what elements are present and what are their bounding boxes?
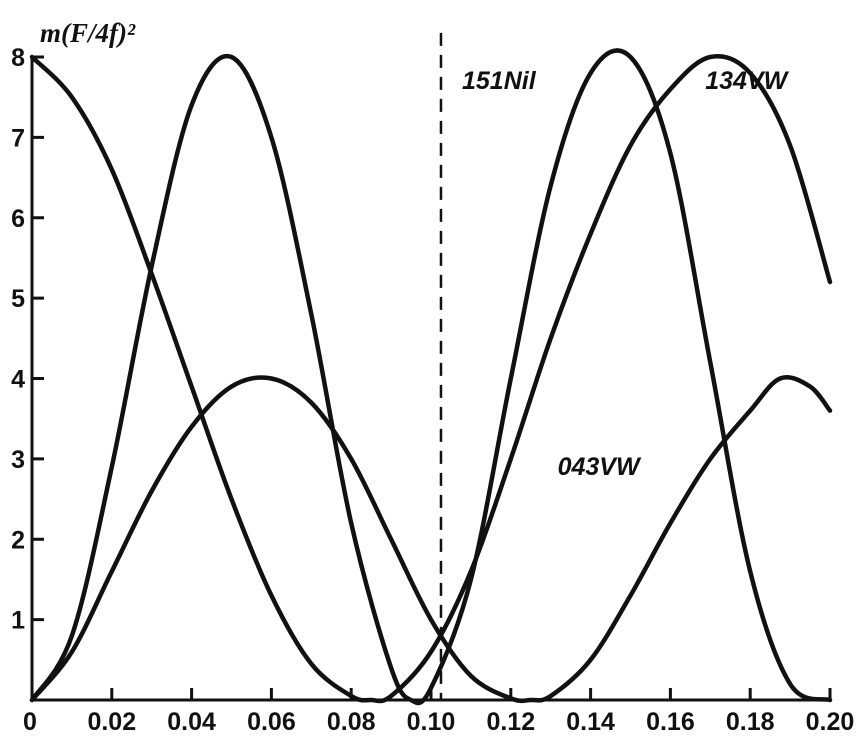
- curve-annotation: 151Nil: [462, 67, 537, 95]
- x-tick-label: 0.20: [806, 708, 855, 736]
- x-tick-label: 0.18: [726, 708, 775, 736]
- y-tick-label: 8: [11, 44, 25, 72]
- curve-annotation: 043VW: [558, 453, 642, 481]
- x-tick-label: 0.14: [566, 708, 615, 736]
- axes: [30, 57, 830, 702]
- y-axis-title: m(F/4f)²: [40, 18, 136, 48]
- curves: [29, 32, 833, 706]
- x-tick-label: 0.12: [486, 708, 535, 736]
- x-tick-label: 0: [23, 708, 37, 736]
- labels: m(F/4f)² 151Nil 134VW 043VW: [40, 18, 790, 481]
- x-tick-label: 0.08: [327, 708, 376, 736]
- y-tick-label: 6: [11, 205, 25, 233]
- curve-annotation: 134VW: [705, 67, 789, 95]
- y-tick-label: 2: [11, 526, 25, 554]
- series-line-1: [29, 54, 833, 704]
- x-tick-label: 0.06: [247, 708, 296, 736]
- y-tick-label: 5: [11, 285, 25, 313]
- x-tick-label: 0.04: [167, 708, 216, 736]
- x-tick-label: 0.10: [407, 708, 456, 736]
- y-tick-label: 3: [11, 446, 25, 474]
- x-tick-label: 0.02: [87, 708, 136, 736]
- y-tick-label: 1: [11, 607, 25, 635]
- x-tick-label: 0.16: [646, 708, 695, 736]
- y-tick-label: 4: [11, 366, 25, 394]
- series-line-3: [29, 48, 833, 706]
- series-line-2: [29, 375, 833, 704]
- y-tick-label: 7: [11, 124, 25, 152]
- ticks: 0 0.02 0.04 0.06 0.08 0.10 0.12 0.14 0.16 0.18 0.2…: [11, 44, 854, 736]
